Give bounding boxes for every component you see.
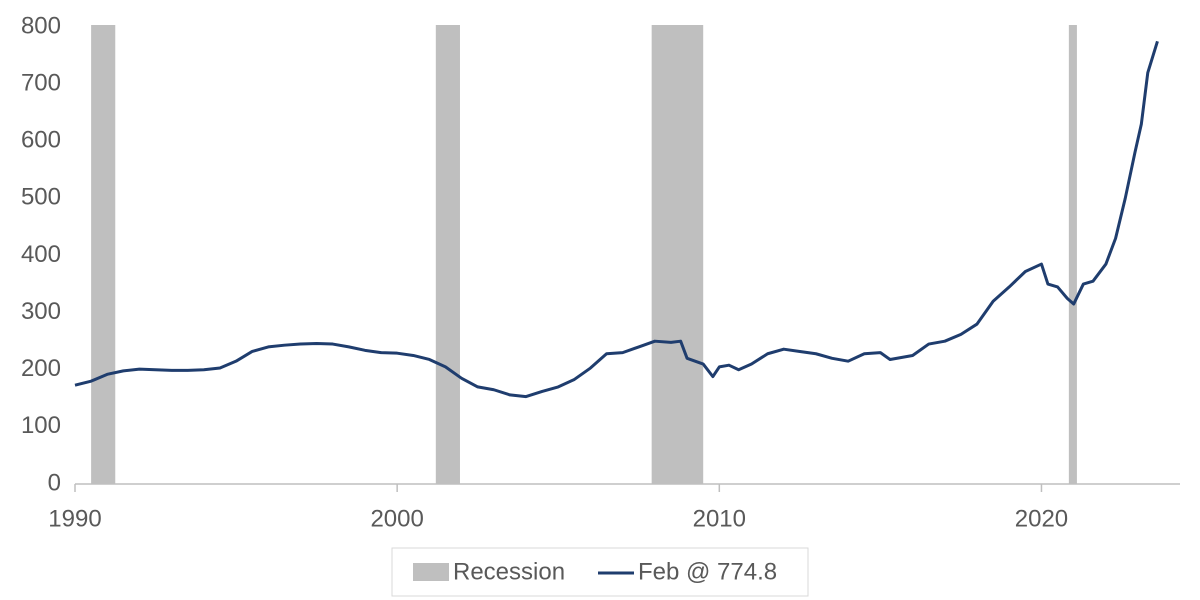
- legend-label: Recession: [453, 558, 565, 585]
- x-tick-label: 2000: [370, 505, 423, 532]
- recession-band: [651, 25, 704, 484]
- y-tick-label: 500: [21, 184, 61, 211]
- y-tick-label: 600: [21, 127, 61, 154]
- y-tick-label: 200: [21, 355, 61, 382]
- x-tick-label: 1990: [48, 505, 101, 532]
- x-tick-label: 2010: [693, 505, 746, 532]
- legend-swatch: [413, 563, 449, 581]
- legend-label: Feb @ 774.8: [638, 558, 777, 585]
- y-tick-label: 100: [21, 412, 61, 439]
- recession-band: [1068, 25, 1077, 484]
- y-tick-label: 400: [21, 241, 61, 268]
- y-tick-label: 700: [21, 69, 61, 96]
- recession-band: [435, 25, 460, 484]
- y-tick-label: 300: [21, 298, 61, 325]
- y-tick-label: 0: [48, 469, 61, 496]
- legend-box: [391, 547, 809, 597]
- recession-band: [91, 25, 116, 484]
- y-tick-label: 800: [21, 12, 61, 39]
- x-tick-label: 2020: [1015, 505, 1068, 532]
- series-line: [74, 40, 1159, 399]
